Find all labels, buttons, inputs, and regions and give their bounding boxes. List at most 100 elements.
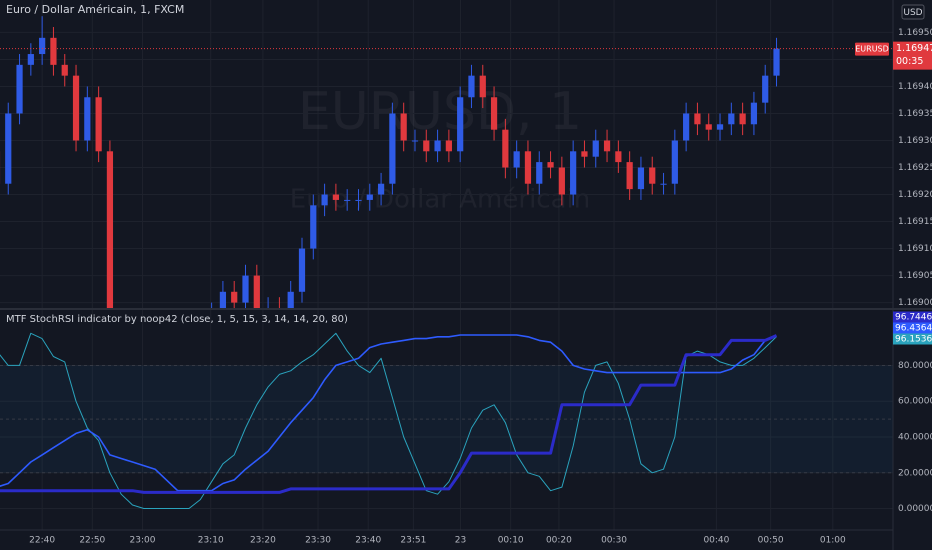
candle-body: [750, 102, 758, 125]
candle-body: [694, 113, 701, 125]
candle-body: [50, 37, 57, 65]
candle-body: [536, 162, 543, 184]
candle-body: [332, 194, 339, 200]
candle-body: [219, 291, 227, 308]
x-tick-label: 23:51: [400, 536, 426, 546]
candle-body: [287, 291, 294, 308]
value-label: 96.74463: [895, 313, 932, 323]
candle-body: [389, 113, 396, 184]
y-tick-label: 60.00000: [898, 397, 932, 407]
candle-body: [683, 113, 690, 141]
candle-body: [298, 248, 306, 292]
candle-body: [231, 291, 238, 303]
stoch-line: [0, 332, 777, 509]
candle-body: [95, 97, 102, 152]
candle-body: [457, 97, 464, 152]
candle-body: [513, 151, 520, 168]
candle-body: [547, 162, 554, 168]
candle-body: [479, 75, 486, 98]
candle-body: [344, 199, 351, 201]
candle-body: [72, 75, 80, 141]
y-tick-label: 1.16940: [898, 82, 932, 92]
symbol-label: EURUSD: [855, 45, 889, 54]
x-tick-label: 23:20: [250, 536, 276, 546]
candle-body: [400, 113, 407, 141]
x-tick-label: 00:50: [758, 536, 784, 546]
candle-body: [762, 75, 769, 103]
y-tick-label: 0.00000: [898, 504, 932, 514]
candle-body: [558, 167, 565, 195]
x-tick-label: 23:00: [130, 536, 156, 546]
y-tick-label: 1.16935: [898, 109, 932, 119]
last-price-label: 1.16947: [896, 43, 932, 54]
price-pane: EURUSD, 1 Euro / Dollar Américain: [0, 0, 893, 308]
x-tick-label: 23:10: [198, 536, 224, 546]
candle-body: [603, 140, 611, 152]
y-tick-label: 1.16900: [898, 298, 932, 308]
y-tick-label: 1.16925: [898, 163, 932, 173]
x-tick-label: 00:30: [601, 536, 627, 546]
x-tick-label: 00:10: [498, 536, 524, 546]
candle-body: [434, 140, 441, 152]
candle-body: [660, 183, 667, 185]
axes: 1.16900 1.16905 1.16910 1.16915 1.16920 1.169…: [29, 28, 932, 546]
symbol-badge: [855, 42, 889, 56]
candle-body: [27, 54, 34, 65]
countdown-label: 00:35: [896, 56, 923, 67]
candle-body: [637, 167, 645, 190]
y-tick-label: 1.16950: [898, 28, 932, 38]
y-tick-label: 1.16910: [898, 244, 932, 254]
candle-body: [592, 140, 599, 157]
candle-body: [773, 48, 780, 76]
y-tick-label: 20.00000: [898, 468, 932, 478]
x-tick-label: 00:40: [703, 536, 729, 546]
stoch-line: [0, 334, 778, 494]
candle-body: [411, 140, 419, 142]
currency[interactable]: USD: [903, 8, 922, 18]
x-tick-label: 23: [455, 536, 466, 546]
x-tick-label: 23:30: [305, 536, 331, 546]
candle-body: [626, 162, 633, 190]
candle-body: [716, 124, 724, 130]
y-tick-label: 1.16915: [898, 217, 932, 227]
candle-body: [106, 151, 114, 308]
candle-body: [649, 167, 656, 184]
candle-body: [739, 113, 746, 125]
candle-body: [84, 97, 91, 141]
candle-body: [445, 140, 452, 152]
candle-body: [377, 183, 385, 195]
watermark-subtitle: Euro / Dollar Américain: [290, 185, 590, 215]
candle-body: [310, 205, 317, 249]
y-tick-label: 1.16905: [898, 271, 932, 281]
x-tick-label: 23:40: [355, 536, 381, 546]
x-tick-label: 01:00: [820, 536, 846, 546]
candle-body: [355, 199, 362, 201]
candle-body: [16, 64, 23, 114]
last-price-badge: [893, 41, 932, 70]
y-tick-label: 80.00000: [898, 361, 932, 371]
candle-body: [39, 37, 46, 55]
candle-body: [253, 275, 260, 308]
y-tick-label: 1.16930: [898, 136, 932, 146]
candle-body: [366, 194, 373, 200]
candle-body: [502, 129, 509, 168]
indicator-title: MTF StochRSI indicator by noop42 (close,…: [6, 314, 348, 325]
candle-body: [61, 64, 68, 76]
candle-body: [570, 151, 577, 195]
candle-body: [468, 75, 475, 98]
candle-body: [581, 151, 588, 157]
candle-body: [524, 151, 532, 184]
value-badge: [893, 311, 932, 323]
watermark: EURUSD, 1: [298, 82, 582, 142]
value-badge: [893, 322, 932, 334]
currency-box[interactable]: [901, 4, 925, 20]
candle-body: [423, 140, 430, 152]
y-tick-label: 1.16920: [898, 190, 932, 200]
candle-body: [728, 113, 735, 125]
value-badge: [893, 333, 932, 345]
